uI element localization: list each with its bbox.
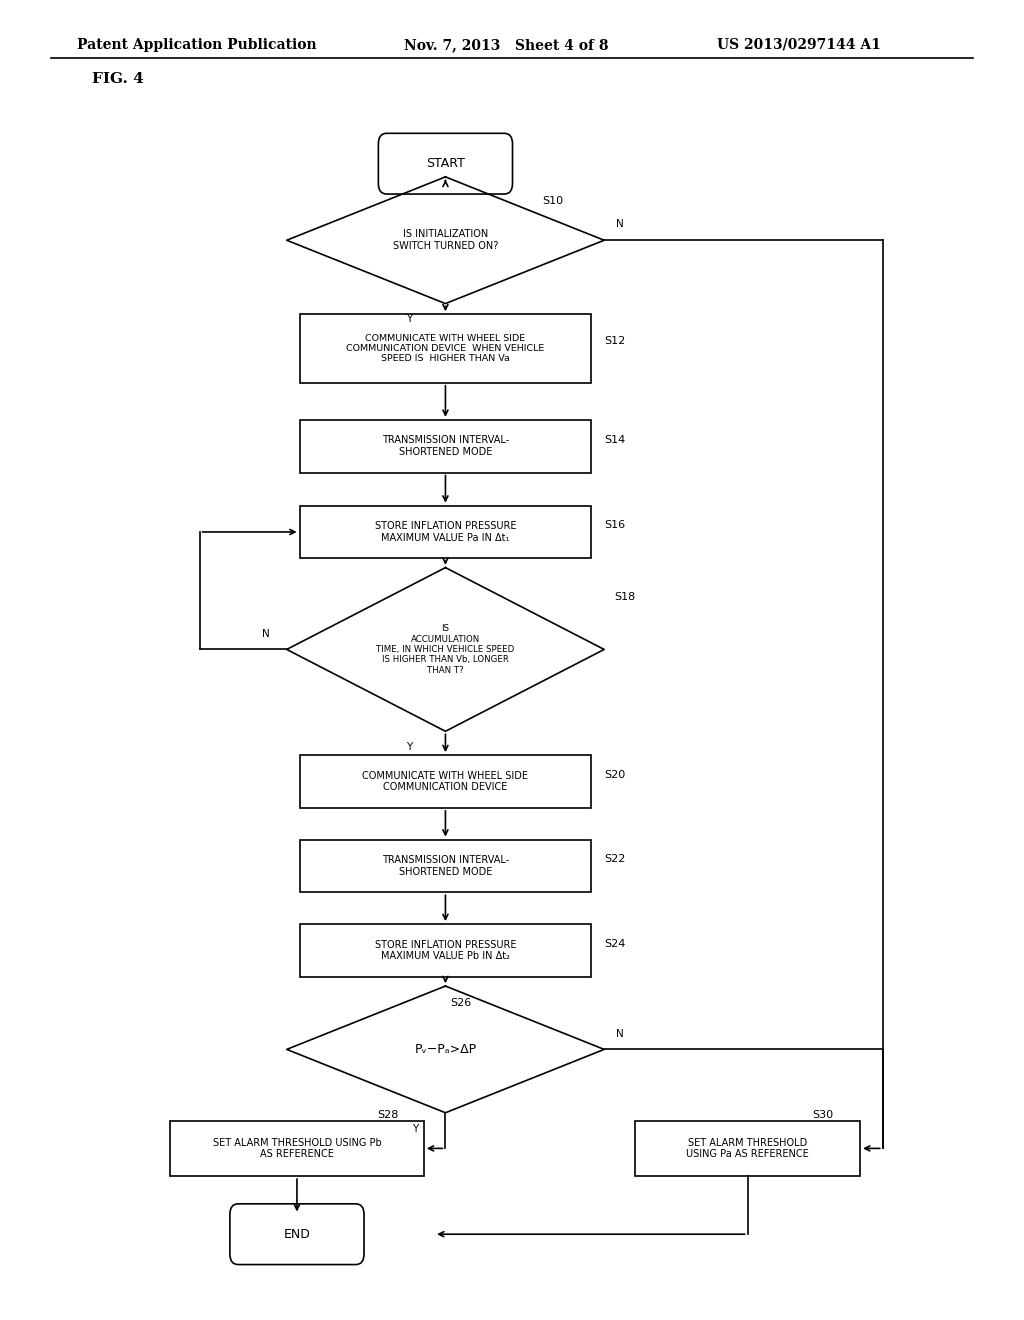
Text: COMMUNICATE WITH WHEEL SIDE
COMMUNICATION DEVICE: COMMUNICATE WITH WHEEL SIDE COMMUNICATIO… [362,771,528,792]
Text: Nov. 7, 2013   Sheet 4 of 8: Nov. 7, 2013 Sheet 4 of 8 [404,38,609,51]
Bar [299,840,591,892]
Text: Y: Y [412,1123,418,1134]
Text: END: END [284,1228,310,1241]
Bar [299,314,591,383]
Text: S12: S12 [604,335,626,346]
Text: STORE INFLATION PRESSURE
MAXIMUM VALUE Pb IN Δt₂: STORE INFLATION PRESSURE MAXIMUM VALUE P… [375,940,516,961]
Text: START: START [426,157,465,170]
Text: S10: S10 [543,195,564,206]
Text: COMMUNICATE WITH WHEEL SIDE
COMMUNICATION DEVICE  WHEN VEHICLE
SPEED IS  HIGHER : COMMUNICATE WITH WHEEL SIDE COMMUNICATIO… [346,334,545,363]
Text: Y: Y [407,314,413,325]
Text: N: N [615,219,624,230]
Polygon shape [287,568,604,731]
Text: IS INITIALIZATION
SWITCH TURNED ON?: IS INITIALIZATION SWITCH TURNED ON? [393,230,498,251]
Text: US 2013/0297144 A1: US 2013/0297144 A1 [717,38,881,51]
Text: S28: S28 [377,1110,398,1121]
FancyBboxPatch shape [379,133,512,194]
Polygon shape [287,177,604,304]
Text: SET ALARM THRESHOLD USING Pb
AS REFERENCE: SET ALARM THRESHOLD USING Pb AS REFERENC… [213,1138,381,1159]
Text: Pᵥ−Pₐ>ΔP: Pᵥ−Pₐ>ΔP [415,1043,476,1056]
Bar [170,1121,424,1176]
Polygon shape [287,986,604,1113]
Text: Patent Application Publication: Patent Application Publication [77,38,316,51]
Text: S18: S18 [614,591,636,602]
Text: IS
ACCUMULATION
TIME, IN WHICH VEHICLE SPEED
IS HIGHER THAN Vb, LONGER
THAN T?: IS ACCUMULATION TIME, IN WHICH VEHICLE S… [376,624,515,675]
Text: SET ALARM THRESHOLD
USING Pa AS REFERENCE: SET ALARM THRESHOLD USING Pa AS REFERENC… [686,1138,809,1159]
Text: STORE INFLATION PRESSURE
MAXIMUM VALUE Pa IN Δt₁: STORE INFLATION PRESSURE MAXIMUM VALUE P… [375,521,516,543]
Text: N: N [615,1028,624,1039]
FancyBboxPatch shape [229,1204,365,1265]
Text: FIG. 4: FIG. 4 [92,73,144,86]
Text: TRANSMISSION INTERVAL-
SHORTENED MODE: TRANSMISSION INTERVAL- SHORTENED MODE [382,436,509,457]
Bar [299,506,591,558]
Text: Y: Y [407,742,413,752]
Text: S14: S14 [604,434,626,445]
Text: S22: S22 [604,854,626,865]
Text: S20: S20 [604,770,626,780]
Text: N: N [262,628,270,639]
Bar [635,1121,860,1176]
Text: S24: S24 [604,939,626,949]
Bar [299,924,591,977]
Bar [299,420,591,473]
Text: S26: S26 [451,998,472,1008]
Text: S30: S30 [812,1110,834,1121]
Text: S16: S16 [604,520,626,531]
Bar [299,755,591,808]
Text: TRANSMISSION INTERVAL-
SHORTENED MODE: TRANSMISSION INTERVAL- SHORTENED MODE [382,855,509,876]
